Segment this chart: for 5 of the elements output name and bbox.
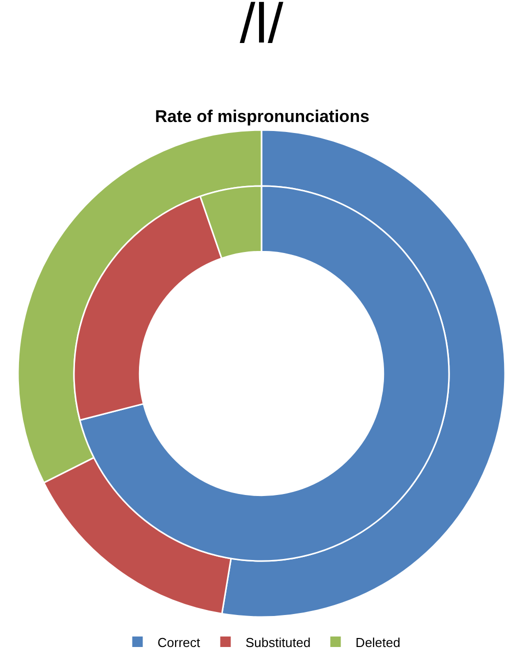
chart-subtitle: Rate of mispronunciations	[155, 107, 370, 126]
chart-title: /l/	[240, 0, 284, 55]
legend-label: Correct	[158, 634, 201, 650]
legend-label: Deleted	[356, 634, 400, 650]
legend-label: Substituted	[246, 634, 311, 650]
